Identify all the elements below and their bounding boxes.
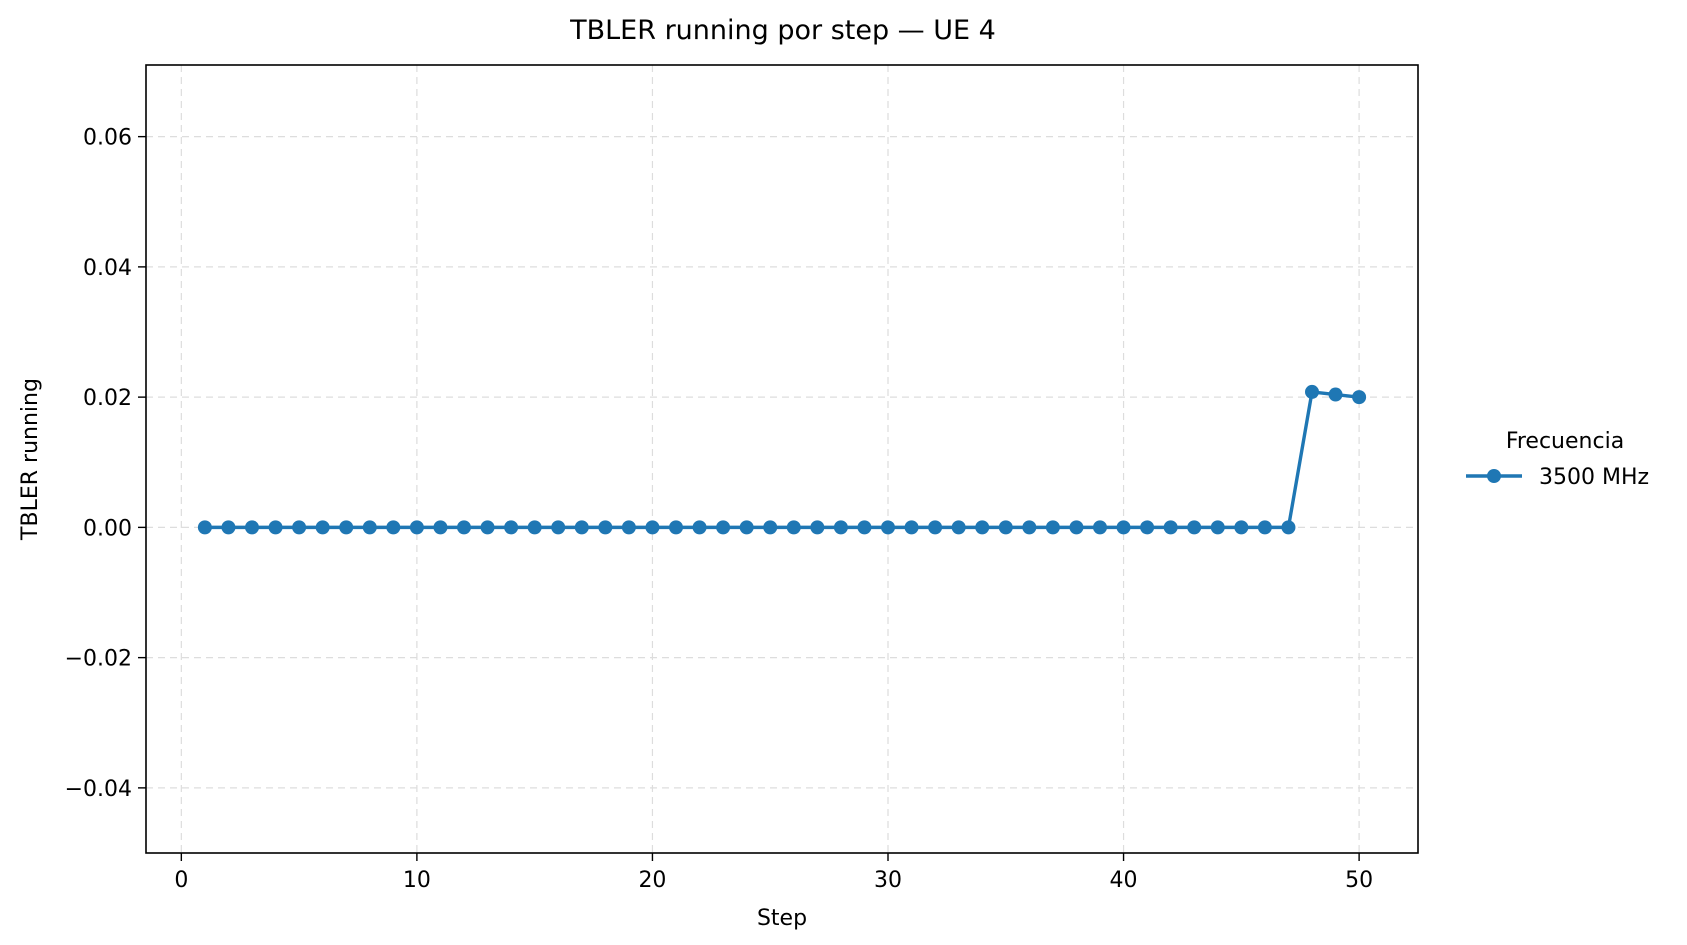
data-point	[1140, 520, 1155, 535]
data-point	[1281, 520, 1296, 535]
y-tick-label: 0.00	[83, 516, 132, 541]
data-point	[786, 520, 801, 535]
y-axis-label: TBLER running	[18, 378, 43, 541]
data-point	[551, 520, 566, 535]
data-point	[904, 520, 919, 535]
data-point	[716, 520, 731, 535]
data-point	[574, 520, 589, 535]
data-point	[197, 520, 212, 535]
data-point	[433, 520, 448, 535]
y-tick-label: 0.06	[83, 126, 132, 151]
data-point	[857, 520, 872, 535]
data-point	[1163, 520, 1178, 535]
data-point	[881, 520, 895, 535]
data-point	[1116, 520, 1131, 535]
data-point	[268, 520, 283, 535]
data-point	[951, 520, 966, 535]
plot-frame	[145, 64, 1419, 854]
x-tick-label: 20	[638, 868, 666, 893]
y-tick-label: 0.04	[83, 256, 132, 281]
data-point	[504, 520, 519, 535]
data-point	[763, 520, 778, 535]
data-point	[645, 520, 660, 535]
data-point	[739, 520, 754, 535]
data-point	[221, 520, 236, 535]
chart-title: TBLER running por step — UE 4	[569, 15, 996, 46]
data-point	[1187, 520, 1202, 535]
data-point	[975, 520, 990, 535]
data-point	[1093, 520, 1107, 535]
legend-marker-swatch	[1487, 469, 1501, 483]
data-point	[245, 520, 259, 535]
y-tick-label: 0.02	[83, 386, 132, 411]
series-layer	[197, 384, 1367, 535]
data-point	[457, 520, 471, 535]
data-point	[1210, 520, 1225, 535]
data-point	[362, 520, 377, 535]
data-point	[1022, 520, 1037, 535]
data-point	[692, 520, 707, 535]
data-point	[1305, 384, 1319, 399]
data-point	[621, 520, 636, 535]
data-point	[527, 520, 542, 535]
data-point	[669, 520, 683, 535]
data-point	[292, 520, 307, 535]
data-point	[998, 520, 1013, 535]
x-tick-label: 30	[874, 868, 902, 893]
legend-entry-label: 3500 MHz	[1539, 465, 1649, 490]
data-point	[598, 520, 613, 535]
x-axis-label: Step	[757, 906, 807, 931]
data-point	[1045, 520, 1060, 535]
data-point	[1069, 520, 1084, 535]
data-point	[928, 520, 943, 535]
data-point	[480, 520, 495, 535]
y-tick-label: −0.02	[65, 647, 132, 672]
data-point	[1234, 520, 1249, 535]
x-axis: 0 10 20 30 40 50	[174, 853, 1373, 893]
data-point	[339, 520, 354, 535]
data-point	[810, 520, 825, 535]
y-tick-label: −0.04	[65, 777, 132, 802]
data-point	[315, 520, 330, 535]
x-tick-label: 0	[174, 868, 188, 893]
data-point	[833, 520, 848, 535]
data-point	[1328, 387, 1343, 402]
legend-title: Frecuencia	[1506, 429, 1624, 454]
data-point	[1257, 520, 1272, 535]
data-point	[1352, 390, 1367, 405]
data-point	[386, 520, 401, 535]
x-tick-label: 40	[1110, 868, 1138, 893]
x-tick-label: 10	[403, 868, 431, 893]
y-axis: −0.04 −0.02 0.00 0.02 0.04 0.06	[65, 126, 146, 802]
x-tick-label: 50	[1345, 868, 1373, 893]
data-point	[409, 520, 424, 535]
legend: Frecuencia 3500 MHz	[1466, 429, 1649, 490]
